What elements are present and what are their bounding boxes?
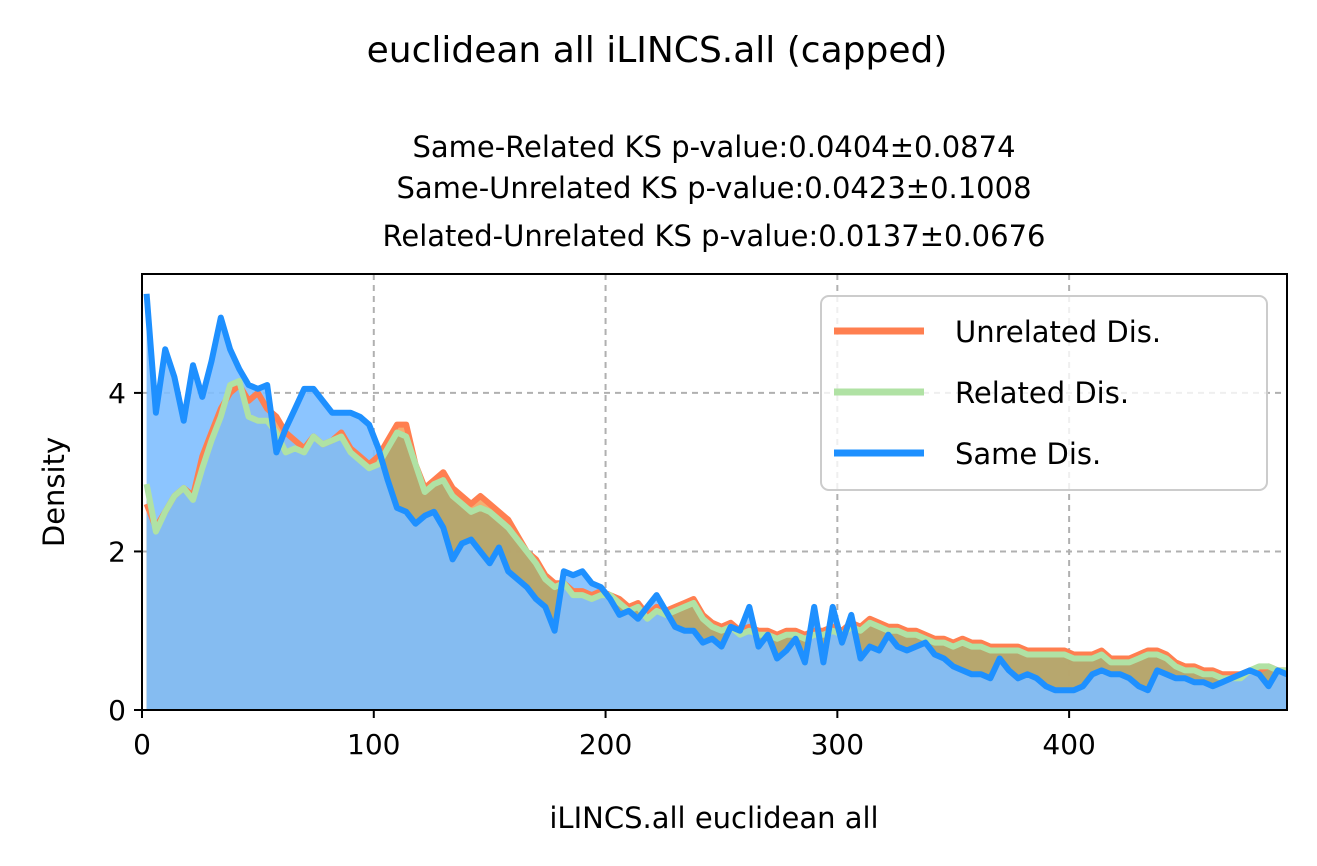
x-axis-label: iLINCS.all euclidean all	[549, 801, 878, 835]
y-axis-label: Density	[37, 437, 71, 547]
legend-label-unrelated: Unrelated Dis.	[955, 315, 1161, 349]
legend-label-related: Related Dis.	[955, 376, 1129, 410]
line-same	[143, 293, 1287, 694]
legend-label-same: Same Dis.	[955, 437, 1101, 471]
x-tick-label: 200	[579, 728, 632, 761]
y-tick-label: 2	[108, 535, 126, 568]
area-same	[146, 293, 1287, 710]
x-axis-ticks: 0 100 200 300 400	[133, 710, 1096, 761]
subtitle-line-3: Related-Unrelated KS p-value:0.0137±0.06…	[383, 219, 1046, 253]
subtitle-line-2: Same-Unrelated KS p-value:0.0423±0.1008	[396, 171, 1031, 205]
plot-frame	[141, 273, 1288, 711]
y-tick-label: 4	[108, 377, 126, 410]
y-axis-ticks: 0 2 4	[108, 377, 142, 727]
x-tick-label: 0	[133, 728, 151, 761]
series-areas	[146, 293, 1287, 710]
legend-box	[820, 295, 1268, 491]
line-related	[143, 378, 1287, 682]
x-tick-label: 100	[347, 728, 400, 761]
x-tick-label: 400	[1042, 728, 1095, 761]
y-tick-label: 0	[108, 694, 126, 727]
legend: Unrelated Dis. Related Dis. Same Dis.	[820, 295, 1268, 491]
subtitle-line-1: Same-Related KS p-value:0.0404±0.0874	[412, 130, 1015, 164]
series-lines	[143, 293, 1287, 694]
chart-suptitle: euclidean all iLINCS.all (capped)	[367, 30, 948, 71]
x-tick-label: 300	[811, 728, 864, 761]
